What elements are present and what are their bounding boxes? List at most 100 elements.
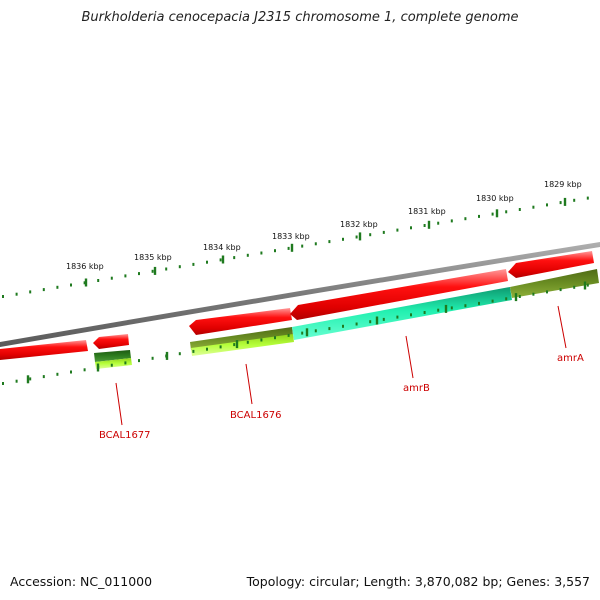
leader-bcal1676 bbox=[245, 363, 253, 405]
scale-major-ticks-lower bbox=[26, 281, 587, 384]
upper-minor-tick bbox=[192, 262, 195, 266]
lower-minor-tick bbox=[2, 382, 4, 385]
lower-minor-tick bbox=[369, 320, 372, 324]
upper-minor-tick bbox=[382, 230, 385, 234]
upper-minor-tick bbox=[219, 258, 222, 262]
upper-major-tick bbox=[358, 232, 362, 241]
upper-major-tick bbox=[563, 197, 567, 206]
upper-minor-tick bbox=[491, 212, 494, 216]
feature-amra-olive[interactable] bbox=[510, 269, 599, 298]
upper-minor-tick bbox=[437, 221, 440, 225]
lower-minor-tick bbox=[491, 299, 494, 303]
upper-minor-tick bbox=[396, 228, 399, 232]
gene-label-bcal1677[interactable]: BCAL1677 bbox=[99, 430, 151, 441]
upper-minor-tick bbox=[369, 233, 372, 237]
tick-label-1831: 1831 kbp bbox=[408, 207, 446, 216]
upper-minor-tick bbox=[42, 288, 45, 292]
upper-minor-tick bbox=[2, 295, 4, 298]
lower-minor-tick bbox=[287, 333, 290, 337]
gene-arrow-1[interactable] bbox=[0, 340, 88, 360]
lower-minor-tick bbox=[546, 290, 548, 294]
lower-minor-tick bbox=[410, 313, 412, 317]
lower-minor-tick bbox=[151, 356, 154, 360]
upper-minor-tick bbox=[464, 217, 467, 221]
upper-minor-tick bbox=[314, 242, 317, 246]
gene-labels: BCAL1677 BCAL1676 amrB amrA bbox=[99, 353, 584, 441]
lower-minor-tick bbox=[450, 306, 453, 310]
lower-minor-tick bbox=[314, 329, 317, 333]
upper-minor-tick bbox=[124, 274, 127, 278]
gene-label-amrb[interactable]: amrB bbox=[403, 383, 430, 394]
feature-amrb-cyan[interactable] bbox=[292, 287, 512, 340]
upper-minor-tick bbox=[206, 260, 208, 264]
gene-track bbox=[0, 251, 594, 360]
upper-minor-tick bbox=[559, 201, 562, 205]
upper-major-tick bbox=[495, 209, 499, 218]
scale-tick-labels: 1836 kbp 1835 kbp 1834 kbp 1833 kbp 1832… bbox=[66, 180, 582, 271]
gene-label-leaders bbox=[115, 305, 567, 426]
lower-minor-tick bbox=[301, 331, 304, 335]
feature-bcal1677-dark[interactable] bbox=[94, 350, 131, 362]
upper-minor-tick bbox=[301, 244, 304, 248]
lower-minor-tick bbox=[42, 375, 45, 379]
tick-label-1835: 1835 kbp bbox=[134, 253, 172, 262]
upper-major-tick bbox=[290, 243, 294, 252]
gene-arrow-amra[interactable] bbox=[508, 251, 594, 278]
upper-minor-tick bbox=[165, 267, 168, 271]
upper-minor-tick bbox=[83, 281, 86, 285]
lower-minor-tick bbox=[206, 347, 208, 351]
upper-major-tick bbox=[221, 255, 225, 264]
gene-label-bcal1676[interactable]: BCAL1676 bbox=[230, 410, 282, 421]
tick-label-1832: 1832 kbp bbox=[340, 220, 378, 229]
tick-label-1829: 1829 kbp bbox=[544, 180, 582, 189]
lower-major-tick bbox=[96, 363, 100, 372]
lower-major-tick bbox=[444, 304, 448, 313]
gene-arrow-bcal1676[interactable] bbox=[189, 308, 292, 335]
lower-minor-tick bbox=[423, 311, 426, 314]
upper-minor-tick bbox=[546, 203, 548, 207]
lower-minor-tick bbox=[505, 297, 508, 301]
lower-major-tick bbox=[514, 293, 518, 302]
upper-minor-tick bbox=[287, 246, 290, 250]
lower-minor-tick bbox=[437, 308, 440, 312]
lower-minor-tick bbox=[396, 315, 399, 319]
upper-minor-tick bbox=[260, 251, 263, 255]
lower-minor-tick bbox=[246, 340, 249, 344]
lower-minor-tick bbox=[260, 338, 263, 342]
lower-minor-tick bbox=[328, 327, 331, 331]
lower-major-tick bbox=[235, 340, 239, 349]
upper-minor-tick bbox=[342, 237, 344, 241]
upper-minor-tick bbox=[151, 269, 154, 273]
feature-bcal1677-lime[interactable] bbox=[95, 358, 132, 369]
lower-minor-tick bbox=[586, 283, 589, 287]
scale-minor-ticks-upper bbox=[2, 196, 589, 298]
upper-major-tick bbox=[84, 278, 88, 287]
tick-label-1833: 1833 kbp bbox=[272, 232, 310, 241]
lower-minor-tick bbox=[178, 352, 181, 356]
upper-minor-tick bbox=[29, 290, 32, 294]
upper-minor-tick bbox=[233, 256, 236, 260]
gene-arrow-amrb[interactable] bbox=[290, 269, 508, 320]
lower-minor-tick bbox=[110, 363, 113, 367]
gene-arrow-bcal1677[interactable] bbox=[93, 334, 129, 349]
upper-minor-tick bbox=[246, 253, 249, 257]
scale-track-upper bbox=[2, 196, 589, 298]
lower-minor-tick bbox=[70, 370, 72, 374]
feature-bcal1676-lime[interactable] bbox=[191, 334, 294, 356]
lower-major-tick bbox=[583, 281, 587, 290]
upper-minor-tick bbox=[15, 292, 18, 296]
feature-bcal1676-olive[interactable] bbox=[190, 327, 293, 350]
upper-minor-tick bbox=[56, 285, 59, 289]
tick-label-1830: 1830 kbp bbox=[476, 194, 514, 203]
lower-minor-tick bbox=[233, 343, 236, 347]
upper-minor-tick bbox=[110, 276, 113, 280]
tick-label-1834: 1834 kbp bbox=[203, 243, 241, 252]
gene-label-amra[interactable]: amrA bbox=[557, 353, 584, 364]
upper-minor-tick bbox=[423, 224, 426, 227]
lower-minor-tick bbox=[382, 317, 385, 321]
upper-minor-tick bbox=[478, 214, 480, 218]
lower-minor-tick bbox=[219, 345, 222, 349]
lower-minor-tick bbox=[342, 324, 344, 328]
